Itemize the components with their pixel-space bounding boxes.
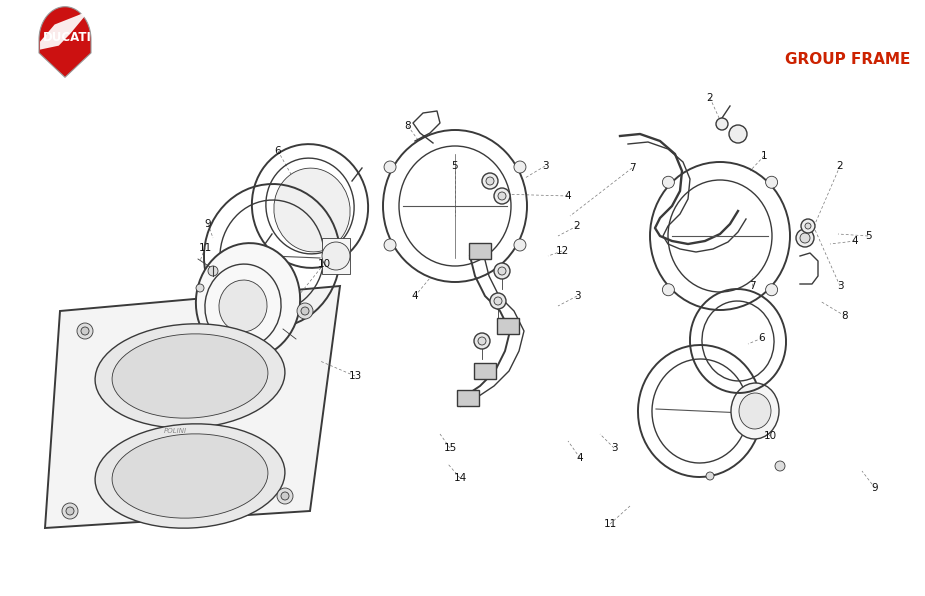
Circle shape [775,461,785,471]
Text: 5: 5 [451,161,458,171]
Circle shape [478,337,486,345]
Circle shape [514,239,526,251]
Text: 4: 4 [852,236,858,246]
Ellipse shape [196,243,300,359]
FancyBboxPatch shape [474,363,496,379]
Bar [322,238,350,274]
Text: 5: 5 [865,231,871,241]
Circle shape [514,161,526,173]
Ellipse shape [95,324,285,428]
Polygon shape [45,286,340,528]
Ellipse shape [112,434,268,518]
Text: 4: 4 [576,453,584,463]
Text: 9: 9 [871,483,879,493]
Circle shape [800,233,810,243]
Text: DUCATI: DUCATI [43,31,92,44]
Circle shape [494,297,502,305]
Circle shape [196,284,204,292]
Circle shape [706,472,714,480]
Text: 6: 6 [275,146,281,156]
Circle shape [498,267,506,275]
Text: 3: 3 [574,291,580,301]
Circle shape [384,239,396,251]
Text: 11: 11 [198,243,212,253]
Ellipse shape [95,424,285,528]
Text: 7: 7 [629,163,635,173]
Circle shape [766,176,778,188]
Text: 12: 12 [555,246,569,256]
Text: GROUP FRAME: GROUP FRAME [784,52,910,67]
Circle shape [77,323,93,339]
Text: POLINI: POLINI [164,428,187,434]
Text: 2: 2 [707,93,713,103]
Ellipse shape [219,280,267,332]
Text: DRAWING 017 - THROTTLE BODY [MOD:1199 R;XST:CAL,CDN]: DRAWING 017 - THROTTLE BODY [MOD:1199 R;… [218,23,910,42]
Circle shape [662,284,674,296]
Ellipse shape [112,334,268,418]
Text: 4: 4 [564,191,572,201]
Circle shape [384,161,396,173]
Circle shape [494,188,510,204]
Circle shape [490,293,506,309]
Circle shape [796,229,814,247]
Text: 10: 10 [763,431,777,441]
Text: 7: 7 [748,281,756,291]
Circle shape [729,125,747,143]
Circle shape [297,303,313,319]
FancyBboxPatch shape [457,390,479,406]
Ellipse shape [739,393,771,429]
Text: 8: 8 [405,121,412,131]
Circle shape [81,327,89,335]
Text: 3: 3 [610,443,617,453]
Circle shape [301,307,309,315]
Text: 15: 15 [443,443,457,453]
Polygon shape [40,10,90,49]
Circle shape [277,488,293,504]
Circle shape [208,266,218,276]
Text: 4: 4 [412,291,418,301]
Text: 13: 13 [349,371,362,381]
Circle shape [498,192,506,200]
Circle shape [474,333,490,349]
Circle shape [805,223,811,229]
Text: 8: 8 [842,311,848,321]
Circle shape [494,263,510,279]
Ellipse shape [274,168,351,252]
Text: 11: 11 [603,519,617,529]
Circle shape [482,173,498,189]
Text: 2: 2 [574,221,580,231]
FancyBboxPatch shape [469,243,491,259]
Text: 10: 10 [317,259,330,269]
Circle shape [486,177,494,185]
Text: 3: 3 [542,161,549,171]
Polygon shape [39,7,91,77]
Text: 9: 9 [204,219,211,229]
Text: 1: 1 [760,151,768,161]
FancyBboxPatch shape [497,318,519,334]
Circle shape [716,118,728,130]
Circle shape [801,219,815,233]
Circle shape [66,507,74,515]
Circle shape [766,284,778,296]
Circle shape [662,176,674,188]
Circle shape [281,492,289,500]
Text: 3: 3 [837,281,844,291]
Circle shape [322,242,350,270]
Circle shape [62,503,78,519]
Text: 2: 2 [837,161,844,171]
Text: 14: 14 [453,473,466,483]
Text: 6: 6 [758,333,765,343]
Ellipse shape [731,383,779,439]
